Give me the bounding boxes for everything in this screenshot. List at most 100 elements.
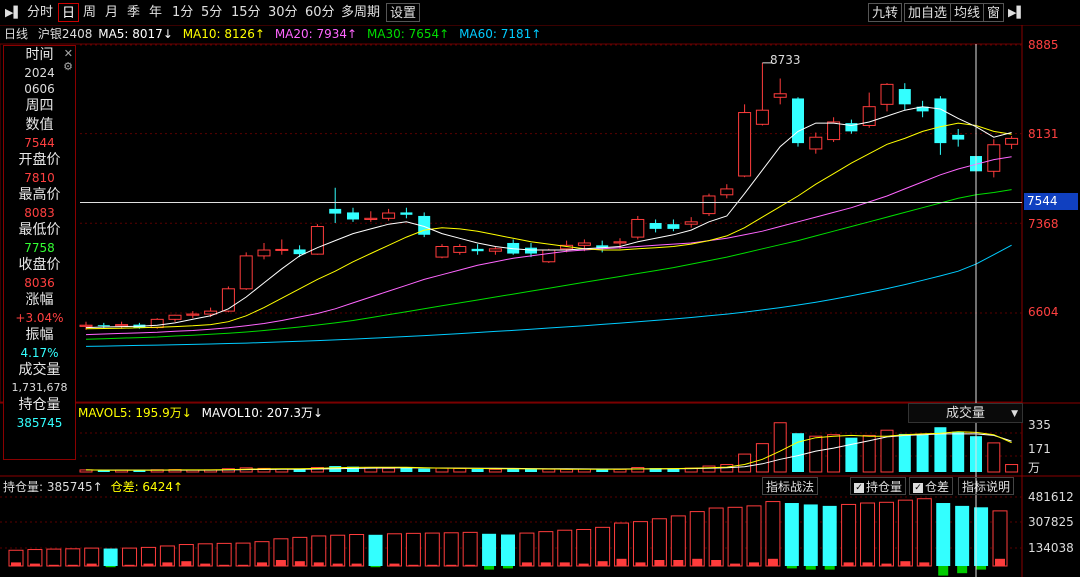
- candle-body-up: [150, 318, 164, 329]
- add-watchlist-button[interactable]: 加自选: [904, 3, 952, 22]
- oi-indicator-header: 持仓量: 385745↑ 仓差: 6424↑: [0, 478, 183, 496]
- collapse-arrow-icon[interactable]: ▶▌: [5, 6, 22, 19]
- close-icon[interactable]: ✕: [63, 47, 73, 60]
- oi-bar-up: [651, 518, 667, 567]
- oi-axis-label: 134038: [1028, 541, 1074, 555]
- oi-bar-up: [235, 542, 251, 567]
- volume-bar-down: [667, 468, 680, 472]
- indicator-help-button[interactable]: 指标说明: [958, 477, 1015, 495]
- oi-diff-toggle[interactable]: ✓ 仓差: [909, 477, 954, 495]
- volume-axis-label: 335: [1028, 418, 1051, 432]
- volume-axis-unit: 万: [1028, 461, 1041, 475]
- tab-60min[interactable]: 60分: [305, 5, 335, 20]
- cursor-price-tag: 7544: [1024, 193, 1078, 210]
- gear-icon[interactable]: ⚙: [63, 60, 73, 73]
- candle-body-up: [310, 226, 324, 255]
- oi-diff-bar-down: [105, 566, 116, 568]
- volume-bar-up: [862, 434, 876, 473]
- price-axis-label: 8131: [1028, 127, 1059, 141]
- oi-diff-bar-down: [484, 566, 495, 570]
- oi-bar-down: [803, 504, 818, 566]
- expand-arrow-icon[interactable]: ▶▌: [1008, 6, 1025, 19]
- oi-diff-bar-down: [938, 566, 949, 576]
- volume-bar-up: [221, 468, 235, 473]
- indicator-strategy-button[interactable]: 指标战法: [762, 477, 819, 495]
- oi-bar-up: [614, 522, 630, 567]
- oi-diff-bar-down: [503, 566, 513, 569]
- volume-bar-down: [347, 466, 359, 472]
- indicator-select[interactable]: 成交量 ▼: [908, 403, 1023, 423]
- volume-bar-down: [970, 436, 982, 472]
- candle-body-down: [471, 248, 484, 252]
- candle-body-up: [987, 144, 1001, 172]
- volume-bar-down: [952, 431, 965, 472]
- oi-diff-bar-up: [275, 560, 286, 566]
- oi-diff-bar-up: [862, 562, 873, 566]
- volume-bar-down: [596, 469, 609, 472]
- volume-bar-down: [293, 469, 306, 472]
- tab-monthly[interactable]: 月: [105, 5, 119, 20]
- oi-bar-up: [519, 532, 535, 567]
- open-label: 开盘价: [18, 152, 61, 168]
- oi-bar-up: [746, 505, 762, 567]
- candle-body-up: [1005, 137, 1019, 145]
- candle-body-up: [755, 109, 769, 125]
- oi-bar-up: [216, 542, 232, 567]
- tab-5min[interactable]: 5分: [201, 5, 223, 20]
- oi-diff-bar-up: [181, 561, 192, 566]
- price-axis-label: 8885: [1028, 38, 1059, 52]
- open-value: 7810: [24, 171, 55, 185]
- nine-turn-button[interactable]: 九转: [868, 3, 903, 22]
- tab-yearly[interactable]: 年: [149, 5, 163, 20]
- oi-bar-up: [311, 535, 327, 567]
- oi-diff-bar-up: [351, 563, 362, 566]
- oi-bar-down: [784, 503, 799, 566]
- volume-bar-down: [471, 469, 484, 472]
- candle-body-up: [542, 249, 556, 263]
- oi-diff-bar-up: [635, 562, 646, 566]
- oi-bar-up: [84, 547, 100, 567]
- tab-multi-period[interactable]: 多周期: [341, 5, 381, 20]
- volume-bar-up: [115, 469, 129, 473]
- oi-diff-bar-up: [332, 563, 343, 566]
- oi-bar-up: [330, 534, 346, 567]
- oi-diff-bar-up: [67, 564, 78, 566]
- settings-button[interactable]: 设置: [386, 3, 421, 22]
- volume-bar-up: [684, 467, 698, 473]
- window-button[interactable]: 窗: [983, 3, 1005, 22]
- oi-toggle[interactable]: ✓ 持仓量: [850, 477, 907, 495]
- tab-quarterly[interactable]: 季: [127, 5, 141, 20]
- oi-diff-bar-down: [786, 566, 797, 569]
- tab-intraday[interactable]: 分时: [27, 5, 54, 20]
- oi-diff-bar-up: [143, 563, 154, 566]
- oi-diff-bar-up: [673, 560, 684, 566]
- volume-bar-down: [898, 433, 911, 472]
- volume-bar-down: [97, 470, 110, 472]
- oi-bar-up: [557, 529, 573, 567]
- change-label: 涨幅: [25, 292, 54, 308]
- tab-15min[interactable]: 15分: [231, 5, 261, 20]
- volume-indicator-header: MAVOL5: 195.9万↓ MAVOL10: 207.3万↓: [0, 404, 323, 422]
- oi-bar-up: [765, 501, 781, 567]
- ma5-line: [85, 106, 1012, 329]
- candle-body-up: [613, 241, 627, 244]
- checkbox-checked-icon: ✓: [913, 482, 923, 493]
- oi-bar-up: [405, 532, 421, 567]
- tab-daily[interactable]: 日: [58, 3, 80, 22]
- tab-1min[interactable]: 1分: [172, 5, 194, 20]
- tab-weekly[interactable]: 周: [83, 5, 97, 20]
- ma-lines-button[interactable]: 均线: [950, 3, 985, 22]
- low-value: 7758: [24, 241, 55, 255]
- candle-body-up: [204, 310, 218, 315]
- oi-diff-bar-up: [881, 563, 892, 566]
- peak-price-label: 8733: [770, 53, 801, 67]
- candle-body-up: [275, 248, 289, 251]
- candle-body-down: [934, 98, 947, 144]
- oi-bar-down: [974, 507, 989, 566]
- oi-bar-down: [368, 534, 383, 566]
- tab-30min[interactable]: 30分: [268, 5, 298, 20]
- candle-body-up: [809, 136, 823, 150]
- oi-diff-toggle-label: 仓差: [925, 480, 950, 494]
- volume-bar-down: [845, 437, 858, 472]
- volume-bar-up: [364, 467, 378, 473]
